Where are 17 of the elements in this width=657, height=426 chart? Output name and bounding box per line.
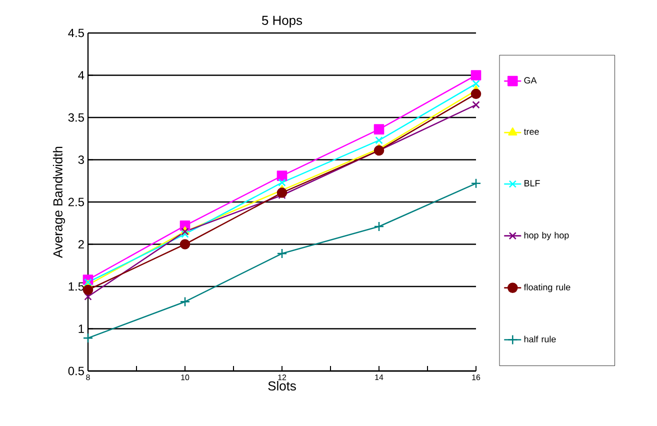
x-axis-title: Slots: [268, 380, 296, 391]
legend-label: floating rule: [524, 284, 570, 292]
y-tick-label: 3: [78, 156, 84, 164]
y-tick-label: 4.5: [68, 28, 84, 38]
legend-label: tree: [524, 128, 539, 135]
legend-label: BLF: [524, 180, 540, 186]
legend-label: hop by hop: [524, 232, 569, 240]
chart-title: 5 Hops: [262, 16, 302, 28]
y-tick-label: 2: [78, 240, 84, 248]
legend-label: half rule: [524, 336, 556, 342]
y-tick-label: 3.5: [68, 113, 84, 122]
y-tick-label: 2.5: [68, 198, 84, 206]
y-axis-title: Average Bandwidth: [52, 146, 66, 258]
legend-label: GA: [524, 77, 537, 84]
y-tick-label: 0.5: [68, 366, 84, 376]
y-tick-label: 4: [78, 71, 84, 80]
y-tick-label: 1: [78, 324, 84, 333]
